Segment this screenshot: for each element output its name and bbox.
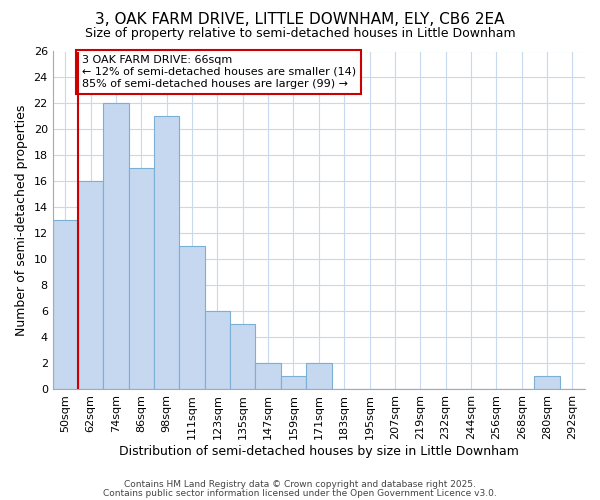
Bar (205, 311, 230, 389)
Text: Contains HM Land Registry data © Crown copyright and database right 2025.: Contains HM Land Registry data © Crown c… (124, 480, 476, 489)
Bar (179, 246, 205, 389)
Text: 3, OAK FARM DRIVE, LITTLE DOWNHAM, ELY, CB6 2EA: 3, OAK FARM DRIVE, LITTLE DOWNHAM, ELY, … (95, 12, 505, 28)
Bar (53, 220, 78, 389)
Bar (535, 376, 560, 389)
Bar (256, 363, 281, 389)
Bar (129, 168, 154, 389)
Bar (78, 182, 103, 389)
Text: Contains public sector information licensed under the Open Government Licence v3: Contains public sector information licen… (103, 488, 497, 498)
Bar (103, 104, 129, 389)
Text: Size of property relative to semi-detached houses in Little Downham: Size of property relative to semi-detach… (85, 28, 515, 40)
Bar (306, 363, 332, 389)
Bar (281, 376, 306, 389)
Bar (230, 324, 256, 389)
X-axis label: Distribution of semi-detached houses by size in Little Downham: Distribution of semi-detached houses by … (119, 444, 519, 458)
Y-axis label: Number of semi-detached properties: Number of semi-detached properties (15, 104, 28, 336)
Text: 3 OAK FARM DRIVE: 66sqm
← 12% of semi-detached houses are smaller (14)
85% of se: 3 OAK FARM DRIVE: 66sqm ← 12% of semi-de… (82, 56, 356, 88)
Bar (154, 116, 179, 389)
